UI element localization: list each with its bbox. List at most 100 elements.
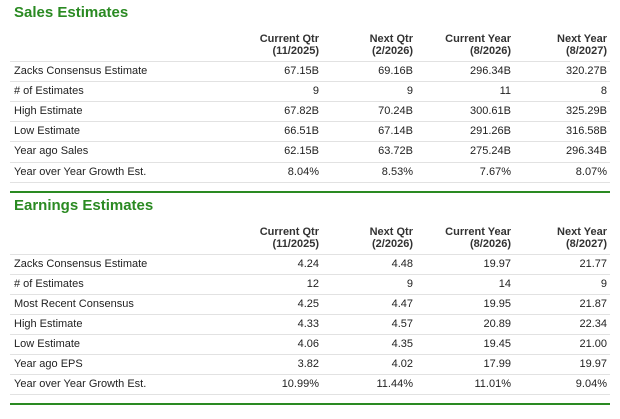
cell-value: 316.58B xyxy=(566,125,607,138)
row-label: High Estimate xyxy=(14,105,83,118)
cell-value: 11.01% xyxy=(474,378,512,391)
column-period: (11/2025) xyxy=(272,45,319,57)
cell-value: 66.51B xyxy=(284,125,319,138)
column-header: Current Qtr xyxy=(259,33,319,45)
row-separator xyxy=(10,253,610,255)
cell-value: 325.29B xyxy=(566,105,607,118)
cell-value: 67.14B xyxy=(378,125,413,138)
section-rule xyxy=(10,190,610,193)
cell-value: 4.47 xyxy=(391,297,413,310)
row-separator xyxy=(10,101,610,103)
row-label: Year over Year Growth Est. xyxy=(14,378,147,391)
column-period: (8/2027) xyxy=(566,237,607,250)
cell-value: 19.97 xyxy=(483,257,511,270)
cell-value: 275.24B xyxy=(470,145,511,158)
cell-value: 17.99 xyxy=(483,358,511,371)
cell-value: 4.35 xyxy=(391,338,413,350)
row-label: Year over Year Growth Est. xyxy=(14,165,147,178)
cell-value: 296.34B xyxy=(566,145,607,158)
cell-value: 7.67% xyxy=(479,165,511,178)
section-title: Earnings Estimates xyxy=(14,196,154,214)
row-label: High Estimate xyxy=(14,317,83,330)
cell-value: 10.99% xyxy=(281,378,319,391)
cell-value: 19.97 xyxy=(579,358,607,371)
column-period: (2/2026) xyxy=(372,237,413,250)
column-period: (8/2026) xyxy=(470,237,511,250)
cell-value: 8.53% xyxy=(381,165,413,178)
row-label: Year ago Sales xyxy=(14,145,89,158)
row-label: Year ago EPS xyxy=(14,358,83,371)
cell-value: 4.02 xyxy=(391,358,413,371)
cell-value: 291.26B xyxy=(470,125,511,138)
row-label: Low Estimate xyxy=(14,125,81,138)
cell-value: 300.61B xyxy=(470,105,511,118)
cell-value: 4.24 xyxy=(297,257,319,270)
cell-value: 4.48 xyxy=(391,257,413,270)
cell-value: 22.34 xyxy=(579,317,607,330)
column-header: Current Year xyxy=(445,33,511,45)
cell-value: 19.95 xyxy=(483,297,511,310)
column-header: Next Qtr xyxy=(369,225,413,238)
cell-value: 21.87 xyxy=(579,297,607,310)
cell-value: 4.06 xyxy=(297,338,319,350)
cell-value: 4.57 xyxy=(391,317,413,330)
row-label: # of Estimates xyxy=(14,85,84,98)
cell-value: 320.27B xyxy=(566,65,607,77)
cell-value: 14 xyxy=(498,277,511,290)
row-separator xyxy=(10,334,610,335)
column-period: (8/2027) xyxy=(566,45,607,57)
section-title: Sales Estimates xyxy=(14,4,129,21)
cell-value: 9 xyxy=(312,85,319,98)
row-separator xyxy=(10,161,610,163)
column-header: Next Year xyxy=(557,225,607,238)
row-separator xyxy=(10,394,610,396)
cell-value: 19.45 xyxy=(483,338,511,350)
column-header: Next Qtr xyxy=(369,33,413,45)
cell-value: 3.82 xyxy=(297,358,319,371)
cell-value: 4.33 xyxy=(297,317,319,330)
column-period: (8/2026) xyxy=(470,45,511,57)
cell-value: 4.25 xyxy=(297,297,319,310)
row-label: Most Recent Consensus xyxy=(14,297,134,310)
column-header: Current Year xyxy=(445,225,511,238)
cell-value: 20.89 xyxy=(483,317,511,330)
row-separator xyxy=(10,121,610,123)
cell-value: 9.04% xyxy=(575,378,607,391)
row-separator xyxy=(10,354,610,356)
row-separator xyxy=(10,181,610,183)
row-separator xyxy=(10,313,610,315)
row-separator xyxy=(10,293,610,295)
column-period: (2/2026) xyxy=(372,45,413,57)
cell-value: 69.16B xyxy=(378,65,413,77)
row-label: Low Estimate xyxy=(14,338,81,350)
row-label: Zacks Consensus Estimate xyxy=(14,65,148,77)
cell-value: 9 xyxy=(406,85,413,98)
cell-value: 67.82B xyxy=(284,105,319,118)
cell-value: 11.44% xyxy=(376,378,414,391)
cell-value: 9 xyxy=(406,277,413,290)
cell-value: 63.72B xyxy=(378,145,413,158)
cell-value: 8.04% xyxy=(287,165,319,178)
column-period: (11/2025) xyxy=(272,237,319,250)
cell-value: 12 xyxy=(306,277,319,290)
cell-value: 21.77 xyxy=(579,257,607,270)
column-header: Next Year xyxy=(557,33,607,45)
row-separator xyxy=(10,81,610,83)
row-separator xyxy=(10,273,610,275)
row-separator xyxy=(10,374,610,376)
cell-value: 70.24B xyxy=(378,105,413,118)
cell-value: 8 xyxy=(600,85,607,98)
row-label: # of Estimates xyxy=(14,277,84,290)
cell-value: 21.00 xyxy=(579,338,607,350)
column-header: Current Qtr xyxy=(259,225,319,238)
row-separator xyxy=(10,61,610,62)
cell-value: 11 xyxy=(499,85,511,98)
cell-value: 9 xyxy=(600,277,607,290)
cell-value: 62.15B xyxy=(284,145,319,158)
cell-value: 8.07% xyxy=(575,165,607,178)
row-separator xyxy=(10,141,610,143)
section-rule xyxy=(10,403,610,406)
cell-value: 296.34B xyxy=(470,65,511,77)
cell-value: 67.15B xyxy=(284,65,319,77)
